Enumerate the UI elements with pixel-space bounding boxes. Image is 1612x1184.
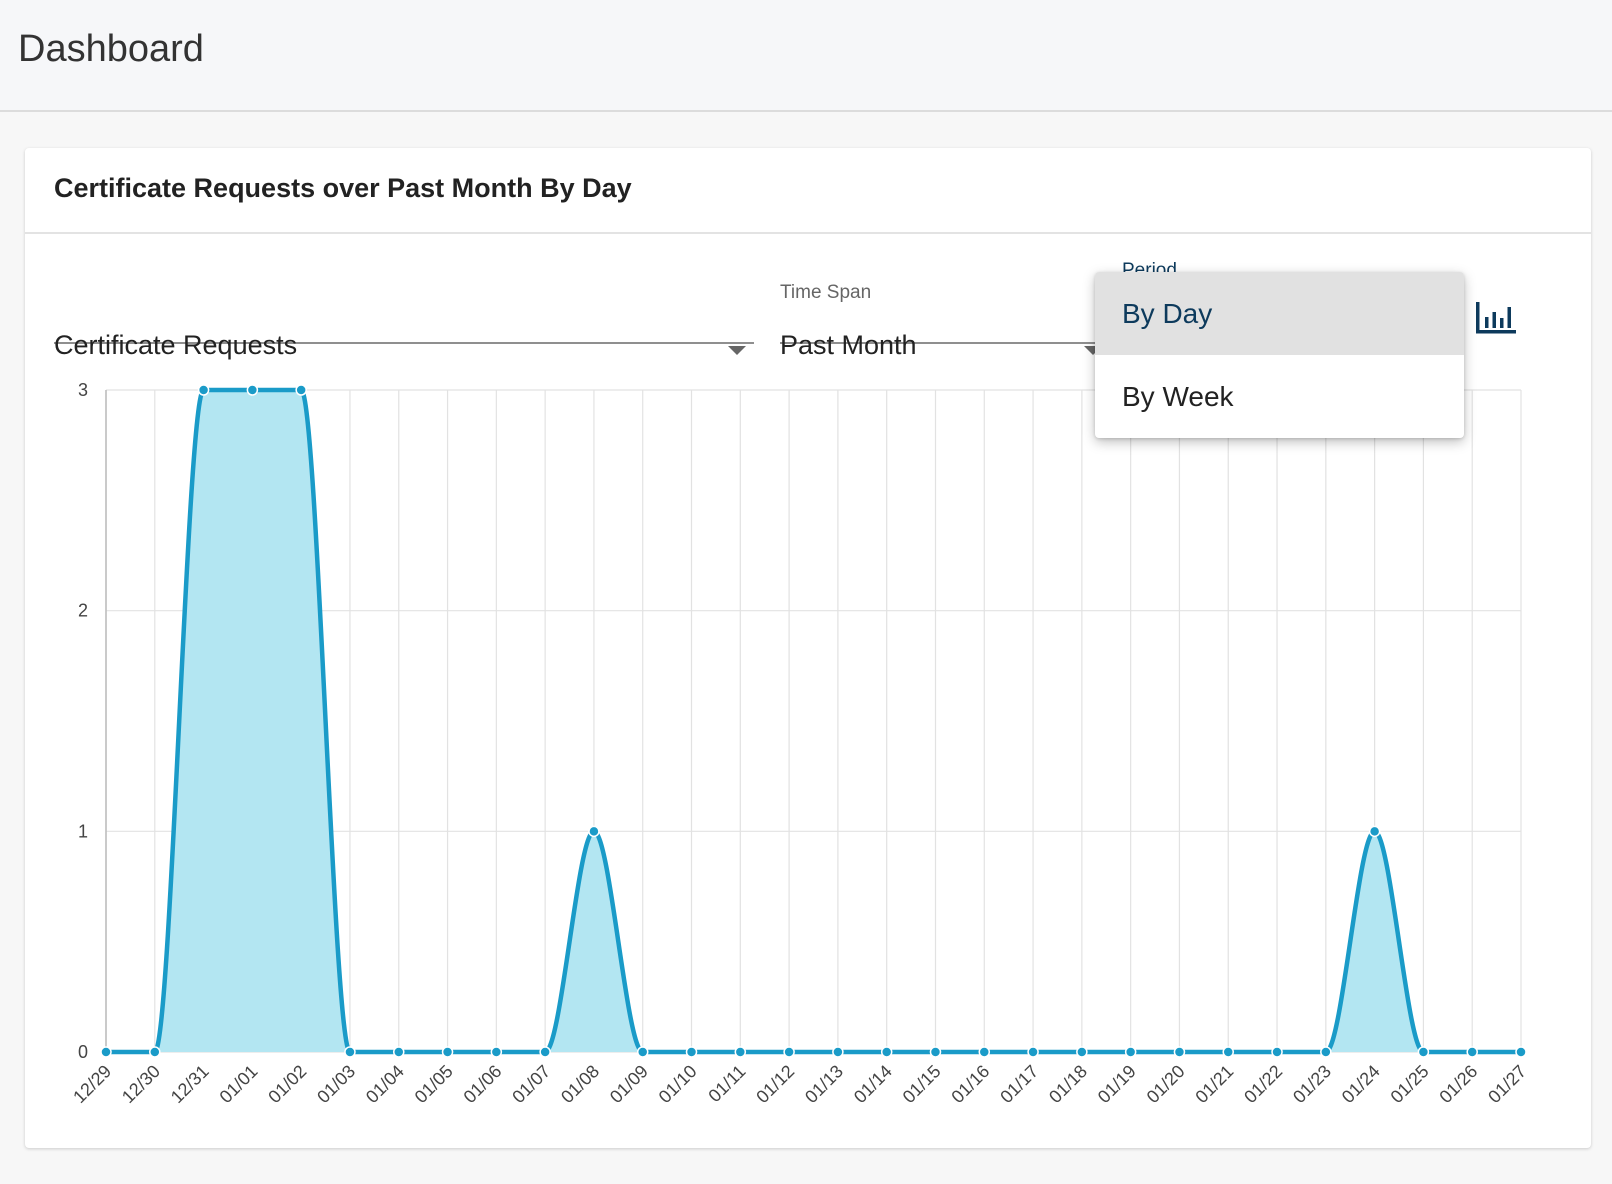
- y-tick-label: 1: [78, 821, 88, 841]
- x-tick-label: 01/01: [216, 1061, 262, 1107]
- data-point: [880, 1046, 893, 1058]
- card-header: Certificate Requests over Past Month By …: [25, 148, 1591, 234]
- data-point: [1515, 1046, 1527, 1058]
- data-point: [1368, 825, 1381, 838]
- x-tick-label: 01/16: [947, 1061, 993, 1107]
- data-point: [832, 1046, 844, 1058]
- data-point: [295, 384, 307, 396]
- data-point: [1320, 1046, 1332, 1058]
- x-tick-label: 01/23: [1289, 1061, 1335, 1107]
- series-area-fill: [106, 390, 1521, 1052]
- data-point: [685, 1046, 698, 1058]
- data-point: [783, 1046, 795, 1058]
- x-tick-label: 01/07: [508, 1061, 554, 1107]
- x-tick-label: 01/19: [1094, 1061, 1140, 1107]
- x-tick-label: 01/09: [606, 1061, 652, 1107]
- x-tick-label: 01/18: [1045, 1061, 1091, 1107]
- data-point: [978, 1046, 991, 1058]
- time-span-label: Time Span: [780, 282, 872, 303]
- caret-down-icon: [728, 346, 746, 355]
- x-tick-label: 01/26: [1435, 1061, 1481, 1107]
- caret-down-icon: [1084, 346, 1102, 355]
- data-point: [1271, 1046, 1283, 1058]
- data-point: [393, 1046, 405, 1058]
- metric-select[interactable]: Certificate Requests: [54, 308, 754, 360]
- x-tick-label: 01/05: [411, 1061, 457, 1107]
- data-point: [100, 1046, 112, 1058]
- y-tick-label: 2: [78, 601, 88, 621]
- x-tick-label: 01/21: [1191, 1061, 1237, 1107]
- x-tick-label: 01/20: [1143, 1061, 1189, 1107]
- data-point: [1417, 1046, 1430, 1058]
- bar-chart-icon: [1476, 302, 1516, 334]
- data-point: [588, 825, 600, 838]
- data-point: [149, 1046, 161, 1058]
- data-point: [490, 1046, 503, 1058]
- data-point: [1222, 1046, 1234, 1058]
- top-bar: Dashboard: [0, 0, 1612, 112]
- x-tick-label: 01/12: [752, 1061, 798, 1107]
- chart-type-toggle[interactable]: [1473, 298, 1519, 338]
- period-option-by-day[interactable]: By Day: [1095, 272, 1464, 355]
- x-tick-label: 01/08: [557, 1061, 603, 1107]
- data-point: [1124, 1046, 1137, 1058]
- data-point: [197, 384, 210, 396]
- x-tick-label: 01/13: [801, 1061, 847, 1107]
- x-tick-label: 01/25: [1387, 1061, 1433, 1107]
- x-tick-label: 01/22: [1240, 1061, 1286, 1107]
- x-tick-label: 01/11: [704, 1061, 749, 1106]
- x-tick-label: 01/27: [1484, 1061, 1530, 1107]
- y-tick-label: 0: [78, 1042, 88, 1062]
- data-point: [734, 1046, 747, 1058]
- page-title: Dashboard: [18, 28, 204, 70]
- period-label: Period: [1122, 260, 1177, 272]
- data-point: [1076, 1046, 1088, 1058]
- data-point: [929, 1046, 942, 1058]
- data-point: [344, 1046, 356, 1058]
- x-tick-label: 01/24: [1338, 1061, 1384, 1107]
- data-point: [539, 1046, 551, 1058]
- x-tick-label: 01/02: [264, 1061, 310, 1107]
- data-point: [1027, 1046, 1039, 1058]
- x-tick-label: 01/15: [899, 1061, 945, 1107]
- data-point: [441, 1046, 454, 1058]
- x-tick-label: 01/04: [362, 1061, 408, 1107]
- time-span-value: Past Month: [780, 330, 917, 360]
- y-tick-label: 3: [78, 380, 88, 400]
- x-tick-label: 01/06: [460, 1061, 506, 1107]
- x-tick-label: 01/14: [850, 1061, 896, 1107]
- period-dropdown-menu: By Day By Week: [1095, 272, 1464, 438]
- x-tick-label: 12/30: [118, 1061, 164, 1107]
- x-tick-label: 12/31: [167, 1061, 213, 1107]
- metric-select-value: Certificate Requests: [54, 330, 298, 360]
- time-span-select[interactable]: Time Span Past Month: [780, 282, 1110, 360]
- data-point: [1466, 1046, 1478, 1058]
- card-title: Certificate Requests over Past Month By …: [54, 173, 632, 203]
- x-tick-label: 01/10: [655, 1061, 701, 1107]
- period-option-by-week[interactable]: By Week: [1122, 380, 1234, 412]
- data-point: [1173, 1046, 1186, 1058]
- x-tick-label: 01/03: [313, 1061, 359, 1107]
- x-tick-label: 12/29: [69, 1061, 115, 1107]
- data-point: [636, 1046, 649, 1058]
- data-point: [246, 384, 259, 396]
- x-tick-label: 01/17: [996, 1061, 1042, 1107]
